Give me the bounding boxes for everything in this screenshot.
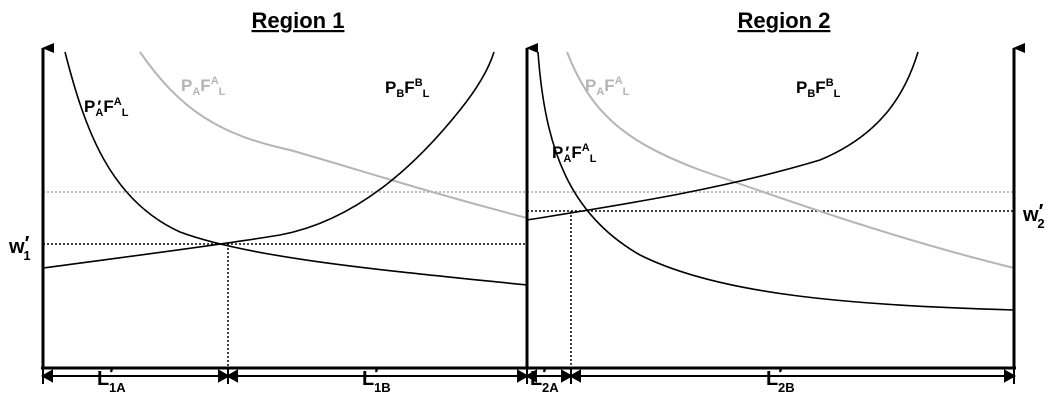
span-ticks	[42, 368, 1015, 384]
span-l2a-label: L′ 2A	[530, 364, 559, 395]
region2-pa-curve	[566, 51, 1015, 269]
region2-pa-label: PAFAL	[585, 75, 630, 98]
region1-pa-label: PAFAL	[181, 75, 226, 98]
region2-pa-prime-curve	[537, 51, 1015, 311]
span-l2b-label: L′ 2B	[766, 364, 795, 395]
region1-pb-label: PBFBL	[385, 77, 430, 100]
span-l1b-label: L′ 1B	[362, 364, 391, 395]
region1-pa-prime-curve	[64, 51, 528, 286]
region1-title: Region 1	[252, 8, 345, 33]
region2-pb-curve	[526, 51, 919, 221]
region2-title: Region 2	[738, 8, 831, 33]
region1-pa-prime-label: PA′ FAL	[84, 96, 129, 119]
region1-pb-curve	[42, 51, 495, 269]
region1-pa-curve	[139, 51, 528, 219]
region2-pb-label: PBFBL	[796, 77, 841, 100]
span-arrows	[40, 369, 1017, 383]
wage-region2-label: w′ 2	[1022, 201, 1045, 231]
span-l1a-label: L′ 1A	[97, 364, 126, 395]
region2-pa-prime-label: PA′ FAL	[552, 142, 597, 165]
wage-region1-label: w′ 1	[8, 233, 31, 263]
